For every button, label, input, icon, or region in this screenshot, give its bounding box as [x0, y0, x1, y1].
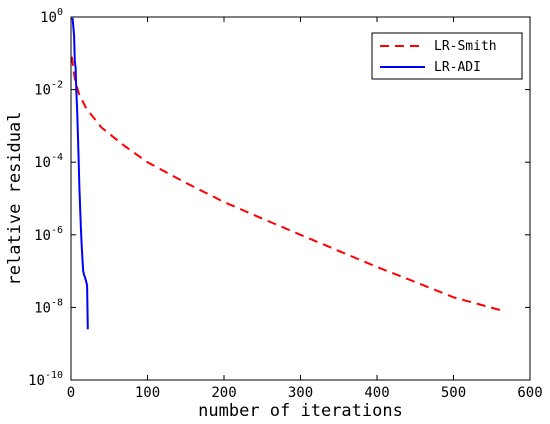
y-tick-base: 10	[40, 10, 57, 26]
y-tick-exponent: -8	[51, 297, 63, 308]
y-tick-label: 10-6	[34, 225, 63, 244]
y-tick-label: 10-4	[34, 152, 63, 171]
x-tick-label: 100	[135, 385, 160, 401]
x-tick-label: 200	[211, 385, 236, 401]
series-line-lr-adi	[71, 17, 89, 330]
y-tick-base: 10	[34, 83, 51, 99]
legend-label-lr-adi: LR-ADI	[434, 60, 481, 75]
x-tick-label: 600	[517, 385, 542, 401]
x-tick-label: 500	[441, 385, 466, 401]
y-tick-base: 10	[34, 228, 51, 244]
series-line-lr-smith	[70, 56, 504, 312]
x-tick-label: 400	[364, 385, 389, 401]
y-tick-base: 10	[34, 155, 51, 171]
y-tick-base: 10	[34, 300, 51, 316]
y-tick-exponent: 0	[57, 7, 63, 18]
y-tick-base: 10	[28, 373, 45, 389]
y-tick-exponent: -6	[51, 225, 63, 236]
y-tick-label: 10-2	[34, 80, 63, 99]
legend: LR-Smith LR-ADI	[371, 32, 523, 80]
x-axis-label: number of iterations	[198, 401, 403, 421]
y-tick-exponent: -4	[51, 152, 63, 163]
x-tick-label: 0	[67, 385, 75, 401]
y-tick-exponent: -2	[51, 80, 63, 91]
y-tick-exponent: -10	[45, 370, 63, 381]
legend-label-lr-smith: LR-Smith	[434, 39, 497, 54]
x-tick-label: 300	[288, 385, 313, 401]
legend-box	[371, 32, 523, 80]
y-tick-label: 10-10	[28, 370, 63, 389]
y-tick-label: 10-8	[34, 297, 63, 316]
y-tick-label: 100	[40, 7, 63, 26]
data-layer	[70, 17, 504, 330]
y-axis-label: relative residual	[5, 112, 25, 286]
x-axis: 0 100 200 300 400 500 600	[67, 17, 543, 401]
